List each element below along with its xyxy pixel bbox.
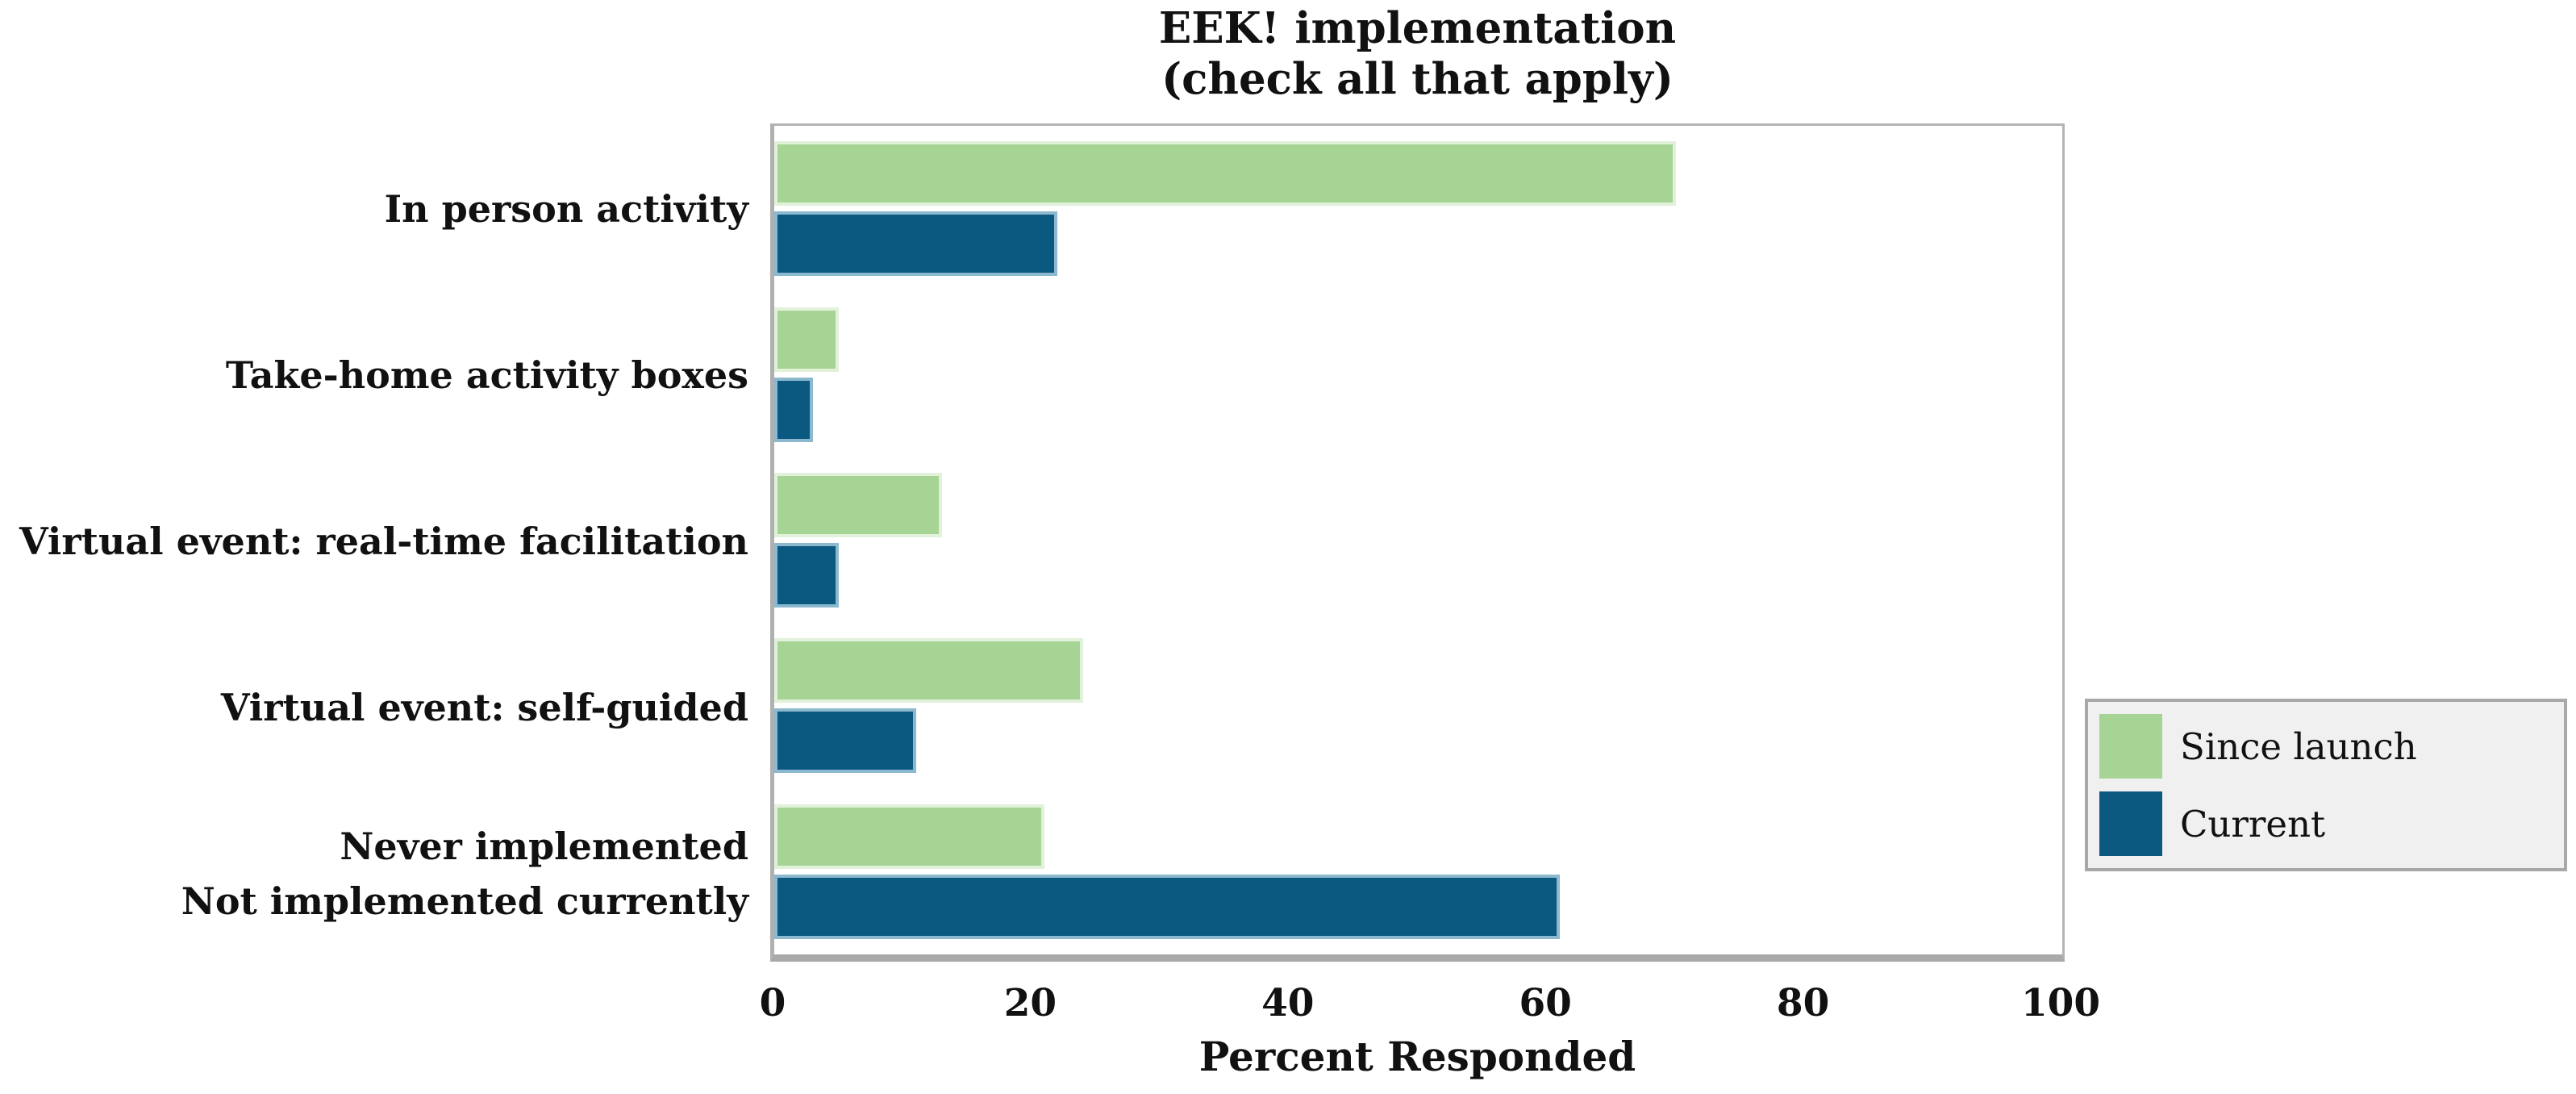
x-tick-label: 20 (1003, 981, 1057, 1025)
bar-current (774, 543, 839, 608)
bar-group-never-implemented-not-implemented-currently (774, 789, 2062, 954)
y-axis-labels: In person activity Take-home activity box… (0, 126, 757, 957)
bar-current (774, 211, 1058, 277)
category-label-line: Virtual event: real-time facilitation (19, 520, 748, 563)
legend-label: Current (2180, 802, 2326, 846)
legend-label: Since launch (2180, 724, 2417, 768)
legend-swatch-current (2099, 791, 2162, 856)
category-label-line: Not implemented currently (181, 879, 748, 923)
category-label: Virtual event: self-guided (0, 624, 757, 791)
bar-since-launch (774, 473, 942, 538)
chart-title-block: EEK! implementation (check all that appl… (770, 3, 2065, 104)
bar-group-take-home-activity-boxes (774, 291, 2062, 457)
category-label: Take-home activity boxes (0, 292, 757, 458)
x-axis-label: Percent Responded (1198, 1033, 1636, 1080)
legend-item-since-launch: Since launch (2099, 714, 2553, 779)
category-label-line: Never implemented (340, 825, 748, 868)
legend-item-current: Current (2099, 791, 2553, 856)
category-label-line: Take-home activity boxes (225, 353, 748, 397)
x-axis-ticks: 0 20 40 60 80 100 (760, 981, 2100, 1038)
x-tick-label: 100 (2020, 981, 2101, 1025)
plot-area (770, 123, 2065, 962)
bar-group-in-person-activity (774, 126, 2062, 291)
bar-group-virtual-event-self-guided (774, 623, 2062, 788)
legend-swatch-since-launch (2099, 714, 2162, 779)
bar-group-virtual-event-real-time-facilitation (774, 457, 2062, 623)
x-tick-label: 40 (1261, 981, 1315, 1025)
chart-subtitle: (check all that apply) (1161, 53, 1674, 104)
bar-current (774, 708, 916, 774)
x-tick-label: 0 (759, 981, 786, 1025)
category-label-line: Virtual event: self-guided (220, 686, 748, 729)
bar-since-launch (774, 804, 1045, 869)
x-tick-label: 60 (1519, 981, 1572, 1025)
category-label: Virtual event: real-time facilitation (0, 458, 757, 624)
bar-since-launch (774, 638, 1084, 704)
bar-current (774, 874, 1561, 939)
bar-since-launch (774, 307, 839, 372)
category-label: In person activity (0, 126, 757, 292)
category-label-line: In person activity (384, 187, 748, 231)
category-label: Never implemented Not implemented current… (0, 791, 757, 957)
bar-since-launch (774, 141, 1676, 207)
x-tick-label: 80 (1776, 981, 1830, 1025)
legend: Since launch Current (2085, 699, 2567, 871)
chart-title: EEK! implementation (1158, 3, 1677, 53)
bar-current (774, 377, 813, 442)
